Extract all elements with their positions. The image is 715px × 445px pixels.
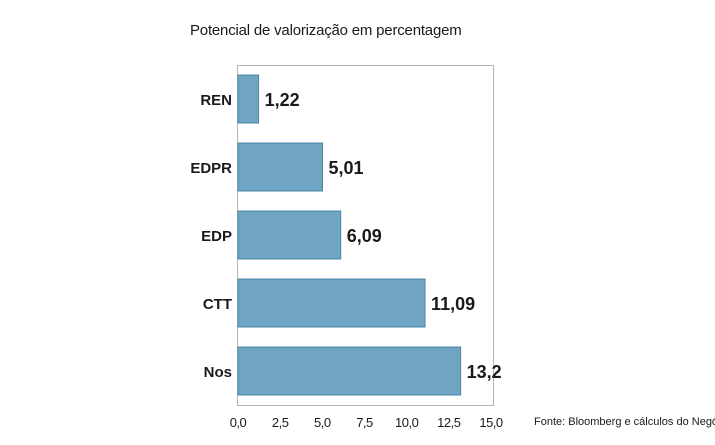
value-label-edp: 6,09: [347, 226, 382, 246]
category-label-ctt: CTT: [203, 296, 232, 313]
x-tick-label: 10,0: [395, 415, 419, 430]
category-label-edp: EDP: [201, 228, 232, 245]
category-label-nos: Nos: [204, 364, 232, 381]
bar-ctt: [237, 278, 426, 328]
x-tick-label: 0,0: [230, 415, 247, 430]
x-tick-label: 7,5: [356, 415, 373, 430]
bar-edpr: [237, 142, 324, 192]
chart-title: Potencial de valorização em percentagem: [190, 22, 462, 39]
value-label-ren: 1,22: [265, 90, 300, 110]
x-tick-label: 2,5: [272, 415, 289, 430]
value-label-ctt: 11,09: [431, 294, 475, 314]
x-tick-label: 12,5: [437, 415, 461, 430]
bar-ren: [237, 74, 260, 124]
bar-nos: [237, 346, 462, 396]
value-label-nos: 13,2: [467, 362, 502, 382]
x-tick-label: 5,0: [314, 415, 331, 430]
category-label-ren: REN: [200, 92, 232, 109]
category-label-edpr: EDPR: [190, 160, 232, 177]
plot-frame: [237, 65, 494, 406]
bar-edp: [237, 210, 342, 260]
x-tick-label: 15,0: [479, 415, 503, 430]
source-note: Fonte: Bloomberg e cálculos do Negócios: [534, 416, 715, 428]
value-label-edpr: 5,01: [329, 158, 364, 178]
